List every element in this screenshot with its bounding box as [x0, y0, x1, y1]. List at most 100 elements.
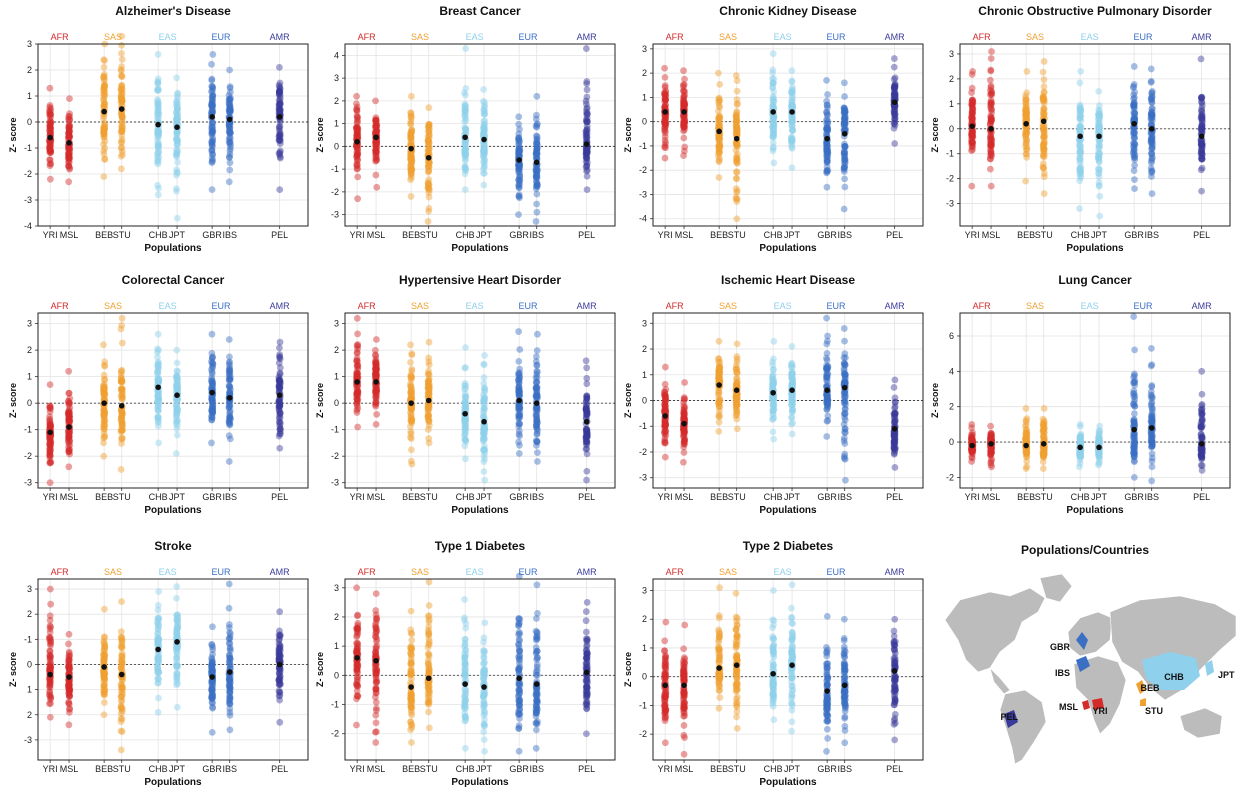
median-point	[209, 389, 215, 396]
data-point	[276, 99, 284, 107]
data-point	[225, 122, 233, 130]
data-point	[1095, 102, 1103, 109]
data-point	[408, 159, 416, 167]
data-point	[66, 95, 73, 102]
data-point	[100, 126, 107, 133]
data-point	[770, 337, 778, 345]
data-point	[841, 183, 849, 191]
data-point	[118, 136, 126, 143]
data-point	[209, 85, 217, 93]
data-point	[841, 350, 849, 358]
data-point	[354, 362, 361, 370]
data-point	[65, 121, 73, 128]
data-point	[841, 93, 848, 100]
data-point	[353, 409, 361, 416]
data-point	[118, 110, 126, 118]
data-point	[425, 123, 433, 131]
y-axis-label: Z- score	[930, 383, 940, 418]
median-point	[226, 395, 233, 401]
data-point	[226, 101, 233, 109]
y-tick-label: 0	[27, 117, 32, 127]
data-point	[770, 435, 778, 443]
data-point	[353, 130, 361, 138]
median-point	[841, 384, 848, 391]
data-point	[824, 397, 832, 405]
chart-title: Chronic Kidney Disease	[719, 4, 857, 18]
data-point	[480, 374, 488, 381]
data-point	[276, 137, 284, 145]
group-label: EUR	[519, 301, 539, 311]
data-point	[788, 362, 795, 370]
median-point	[662, 109, 668, 115]
x-tick-label: CHB	[1071, 230, 1090, 240]
median-point	[533, 400, 540, 406]
data-point	[47, 105, 55, 112]
data-point	[1130, 63, 1138, 70]
data-point	[353, 124, 361, 132]
group-label: AMR	[270, 32, 291, 42]
data-point	[988, 48, 995, 55]
data-point	[101, 83, 108, 91]
data-point	[208, 186, 216, 194]
data-point	[100, 126, 108, 134]
data-point	[275, 101, 283, 109]
data-point	[174, 115, 182, 123]
y-tick-label: -1	[24, 425, 32, 435]
data-point	[101, 100, 109, 108]
data-point	[770, 406, 778, 414]
median-point	[276, 392, 283, 398]
chart-title: Colorectal Cancer	[122, 273, 225, 287]
data-point	[173, 141, 181, 149]
x-tick-label: GBR	[817, 492, 837, 502]
data-point	[1039, 68, 1047, 76]
data-point	[173, 382, 180, 389]
chart-title: Breast Cancer	[439, 4, 521, 18]
data-point	[100, 129, 108, 137]
data-point	[424, 162, 432, 170]
data-point	[515, 414, 523, 422]
data-point	[424, 136, 432, 144]
data-point	[408, 165, 416, 173]
data-point	[47, 148, 55, 156]
data-point	[841, 155, 849, 163]
data-point	[372, 393, 379, 401]
data-point	[276, 101, 284, 108]
group-label: AFR	[973, 301, 992, 311]
data-point	[100, 126, 108, 133]
data-point	[407, 130, 415, 138]
data-point	[479, 413, 487, 420]
data-point	[154, 97, 162, 105]
data-point	[841, 337, 848, 345]
data-point	[208, 354, 216, 362]
data-point	[407, 109, 415, 117]
data-point	[425, 145, 433, 153]
data-point	[173, 359, 181, 367]
data-point	[225, 128, 233, 135]
data-point	[225, 120, 233, 128]
data-point	[101, 144, 109, 152]
data-point	[174, 106, 181, 114]
data-point	[226, 166, 234, 174]
data-point	[209, 123, 216, 131]
y-tick-label: 2	[949, 402, 954, 412]
median-point	[481, 136, 487, 143]
data-point	[100, 63, 108, 71]
x-tick-label: STU	[1035, 230, 1053, 240]
data-point	[408, 165, 416, 173]
data-point	[407, 133, 415, 141]
data-point	[424, 179, 432, 186]
plot-frame	[652, 43, 924, 227]
data-point	[276, 88, 283, 96]
data-point	[208, 128, 216, 136]
data-point	[275, 87, 283, 95]
data-point	[174, 158, 182, 166]
data-point	[47, 111, 55, 119]
data-point	[732, 146, 740, 154]
median-point	[174, 124, 180, 130]
data-point	[154, 422, 162, 430]
data-point	[1095, 164, 1103, 172]
data-point	[276, 98, 284, 105]
data-point	[461, 455, 469, 463]
data-point	[46, 117, 54, 125]
data-point	[733, 411, 741, 419]
